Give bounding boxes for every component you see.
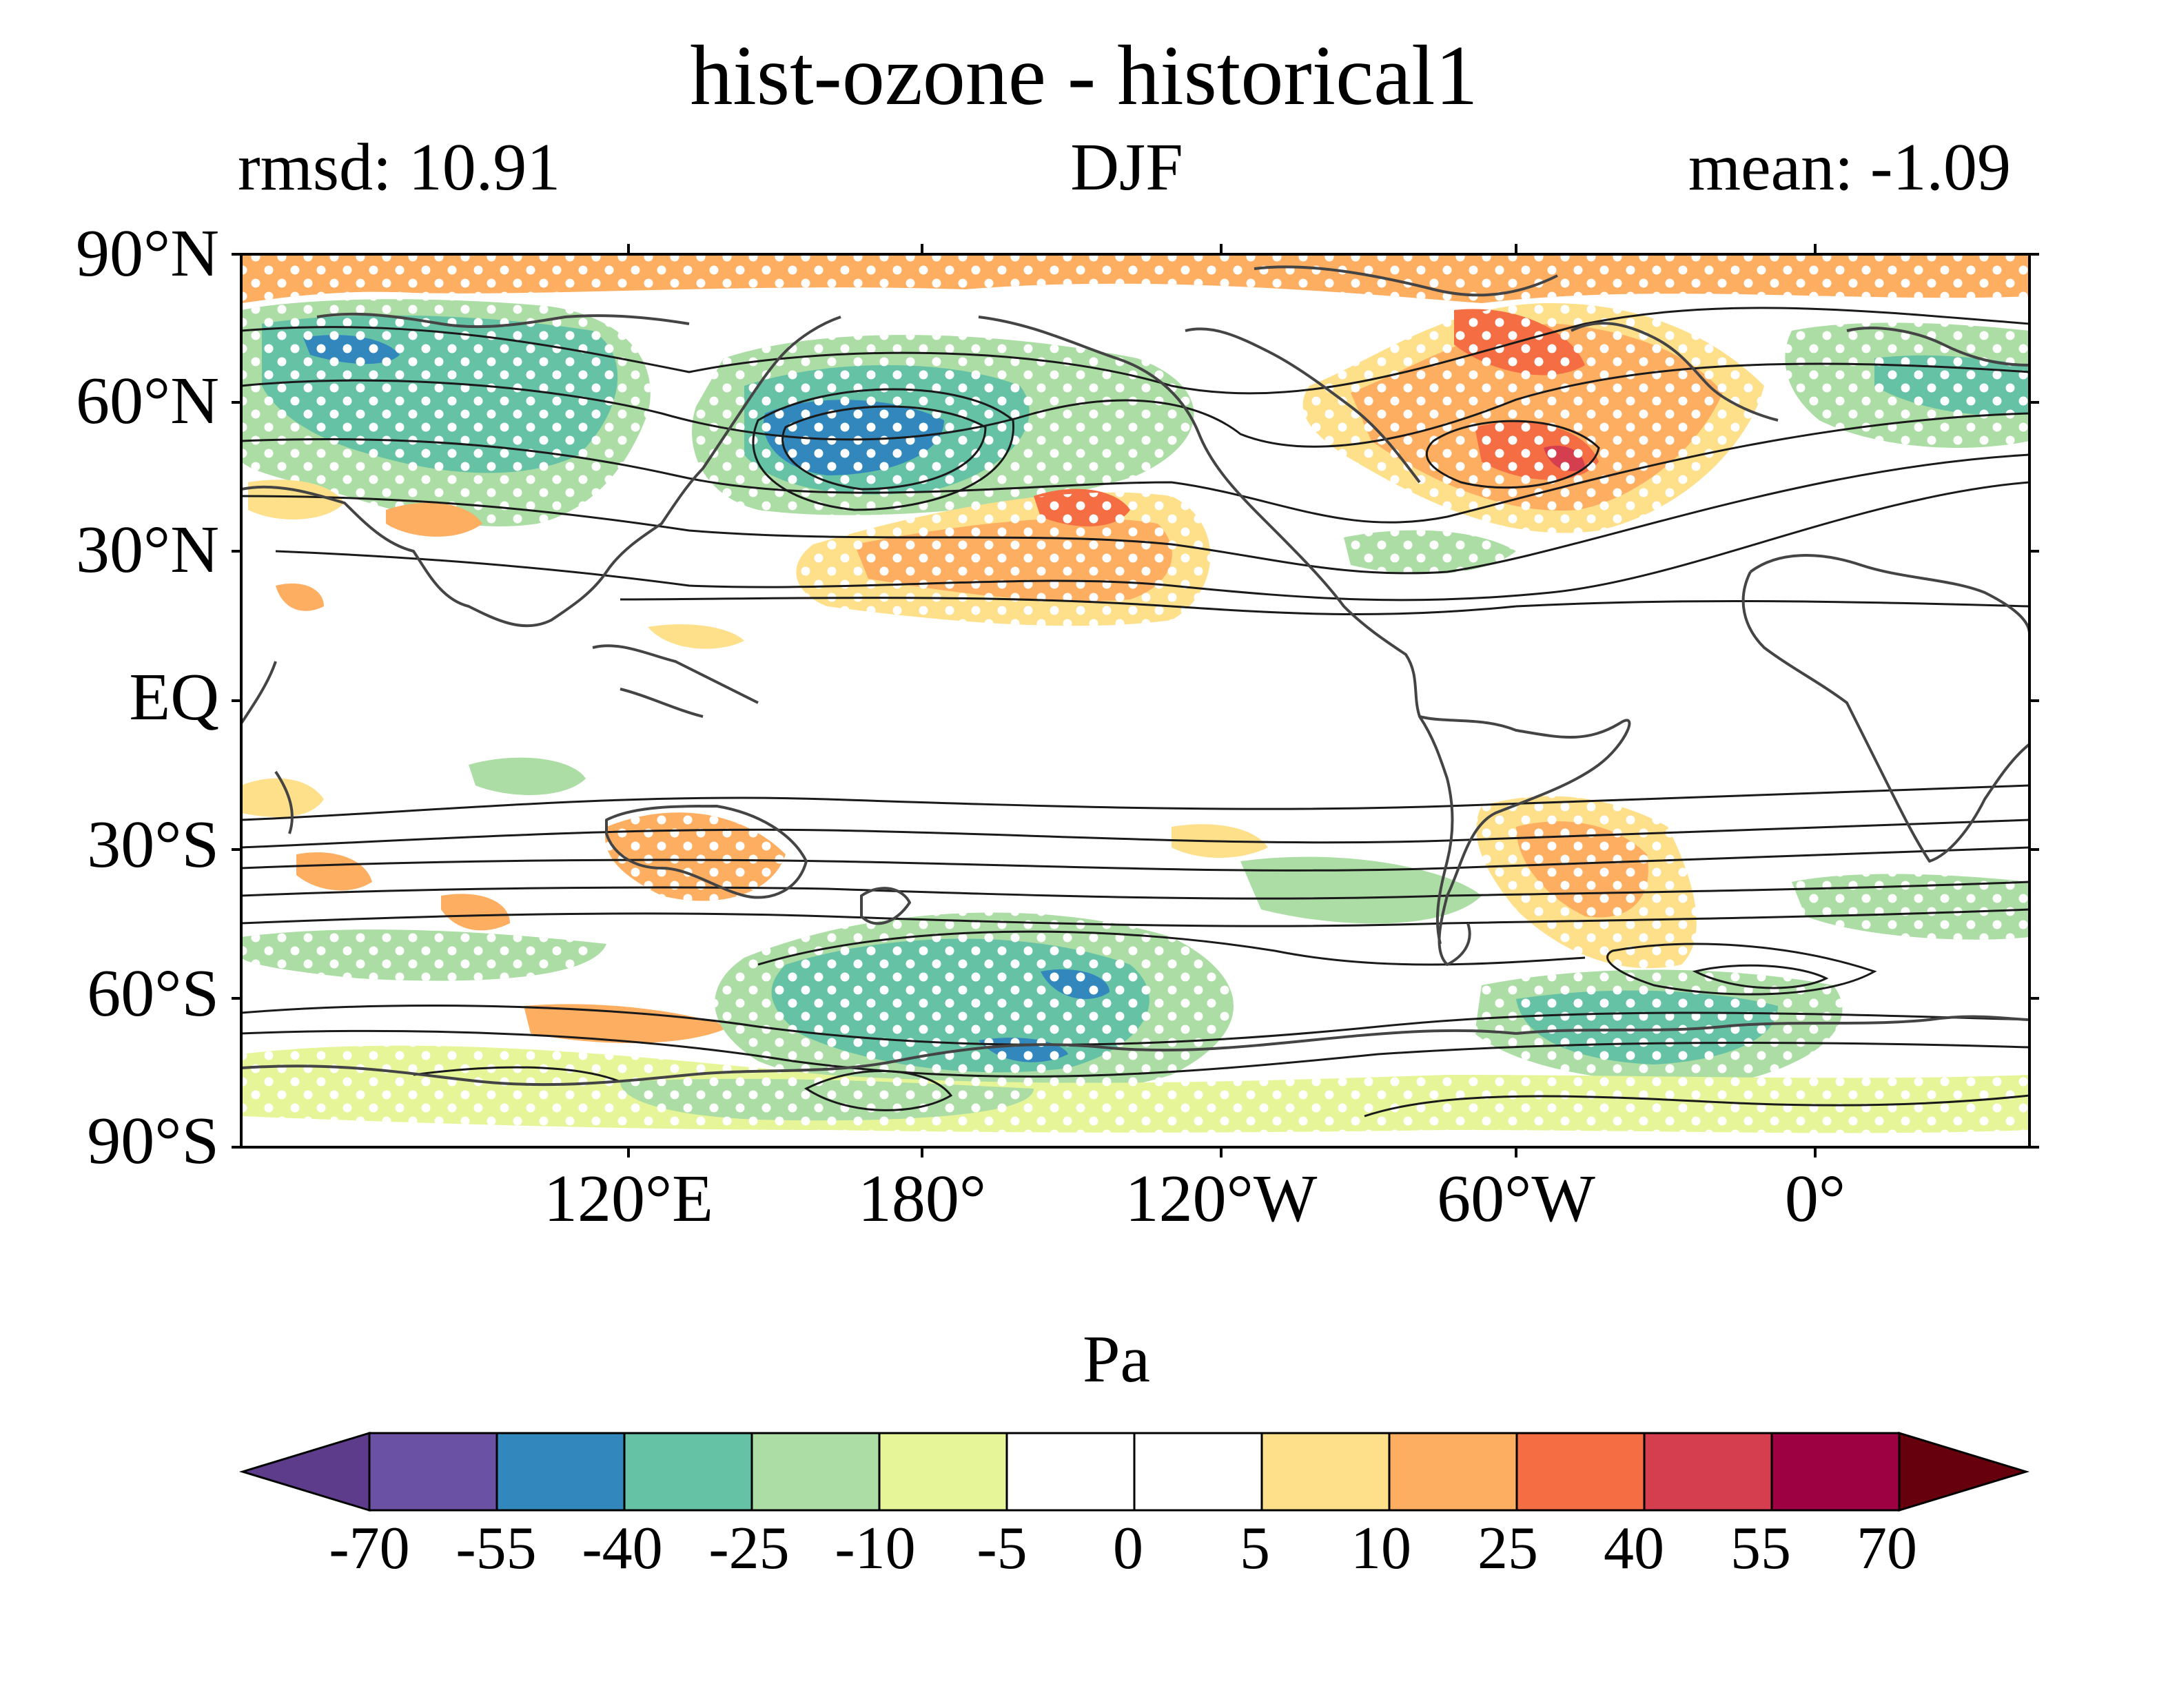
lon-label-120w: 120°W bbox=[1125, 1162, 1318, 1236]
colorbar-extend-low bbox=[238, 1431, 371, 1512]
arctic-anomaly-band bbox=[241, 254, 2029, 303]
coastlines bbox=[241, 265, 2029, 1087]
colorbar-label: -25 bbox=[708, 1515, 790, 1582]
lat-label-eq: EQ bbox=[129, 660, 219, 734]
colorbar-label: 0 bbox=[1113, 1515, 1143, 1582]
lon-label-60w: 60°W bbox=[1437, 1162, 1595, 1236]
sh-midlatitude-band bbox=[241, 856, 2029, 981]
map-panel bbox=[241, 254, 2029, 1147]
lon-label-180: 180° bbox=[857, 1162, 987, 1236]
colorbar-label: 40 bbox=[1604, 1515, 1664, 1582]
colorbar-box bbox=[1643, 1432, 1773, 1512]
climatology-contours bbox=[241, 307, 2029, 1118]
lat-label-30n: 30°N bbox=[76, 513, 219, 587]
colorbar-box bbox=[1005, 1432, 1136, 1512]
rmsd-label: rmsd: 10.91 bbox=[238, 130, 561, 205]
lat-ticks bbox=[232, 253, 2039, 1149]
lat-label-60n: 60°N bbox=[76, 364, 219, 438]
colorbar-box bbox=[1770, 1432, 1901, 1512]
colorbar-box bbox=[1260, 1432, 1391, 1512]
colorbar bbox=[238, 1431, 2030, 1512]
colorbar-extend-high bbox=[1898, 1431, 2030, 1512]
lat-label-90n: 90°N bbox=[76, 216, 219, 291]
colorbar-label: -70 bbox=[329, 1515, 410, 1582]
colorbar-label: 70 bbox=[1857, 1515, 1917, 1582]
colorbar-label: 25 bbox=[1477, 1515, 1538, 1582]
sh-positive-anomaly-patches bbox=[241, 757, 1697, 1043]
north-atlantic-positive-anomaly bbox=[1302, 303, 1764, 533]
colorbar-box bbox=[878, 1432, 1008, 1512]
colorbar-box bbox=[1388, 1432, 1518, 1512]
colorbar-label: 55 bbox=[1730, 1515, 1791, 1582]
colorbar-title: Pa bbox=[1083, 1322, 1150, 1397]
southern-ocean-negative-anomaly bbox=[241, 912, 2029, 1133]
mean-label: mean: -1.09 bbox=[1688, 130, 2011, 205]
colorbar-box bbox=[368, 1432, 498, 1512]
lat-label-60s: 60°S bbox=[87, 956, 219, 1031]
colorbar-label: -40 bbox=[582, 1515, 663, 1582]
colorbar-box bbox=[1133, 1432, 1263, 1512]
lat-label-30s: 30°S bbox=[87, 807, 219, 882]
colorbar-box bbox=[1515, 1432, 1646, 1512]
colorbar-label: 10 bbox=[1351, 1515, 1411, 1582]
colorbar-label: -10 bbox=[835, 1515, 916, 1582]
colorbar-box bbox=[495, 1432, 626, 1512]
lat-label-90s: 90°S bbox=[87, 1104, 219, 1178]
siberia-negative-anomaly bbox=[241, 299, 651, 527]
colorbar-box bbox=[623, 1432, 753, 1512]
plot-title: hist-ozone - historical1 bbox=[690, 28, 1478, 123]
lon-label-120e: 120°E bbox=[543, 1162, 714, 1236]
colorbar-box bbox=[750, 1432, 881, 1512]
season-label: DJF bbox=[1070, 130, 1183, 205]
map-frame bbox=[232, 244, 2039, 1157]
lon-label-0: 0° bbox=[1784, 1162, 1846, 1236]
lon-ticks bbox=[627, 244, 1817, 1157]
nh-small-anomaly-patches bbox=[248, 480, 1516, 649]
colorbar-label: -5 bbox=[976, 1515, 1027, 1582]
colorbar-label: 5 bbox=[1240, 1515, 1270, 1582]
colorbar-label: -55 bbox=[456, 1515, 537, 1582]
